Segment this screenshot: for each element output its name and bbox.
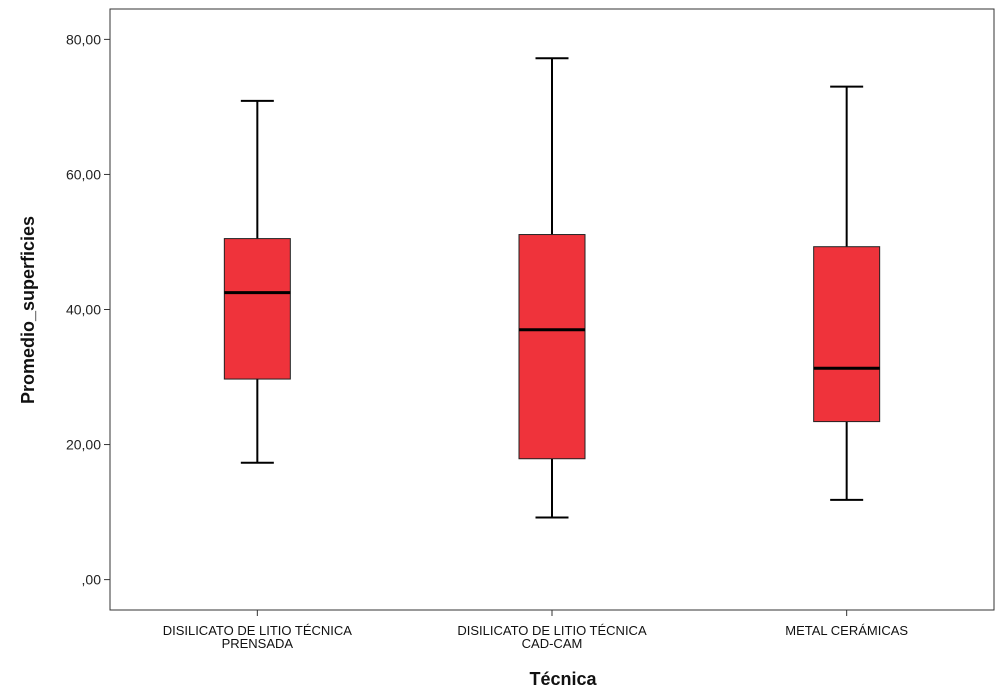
x-tick-label: DISILICATO DE LITIO TÉCNICA	[457, 623, 647, 638]
x-axis-title: Técnica	[529, 669, 597, 687]
iqr-box	[813, 246, 881, 423]
box-item	[223, 99, 291, 464]
iqr-box	[518, 234, 586, 460]
y-tick-label: 80,00	[66, 31, 101, 47]
box-item	[518, 57, 586, 519]
box-series	[223, 57, 881, 519]
y-tick-label: 60,00	[66, 166, 101, 182]
x-tick-label: PRENSADA	[222, 636, 294, 651]
x-tick-label: DISILICATO DE LITIO TÉCNICA	[163, 623, 353, 638]
y-tick-label: 40,00	[66, 302, 101, 318]
y-axis-title: Promedio_superficies	[18, 216, 38, 404]
x-axis-ticks: DISILICATO DE LITIO TÉCNICAPRENSADADISIL…	[163, 610, 908, 651]
x-tick-label: CAD-CAM	[522, 636, 583, 651]
x-tick-label: METAL CERÁMICAS	[785, 623, 908, 638]
iqr-box	[223, 238, 291, 380]
y-tick-label: ,00	[82, 572, 102, 588]
y-axis-ticks: ,00 20,00 40,00 60,00 80,00	[66, 31, 110, 588]
y-tick-label: 20,00	[66, 437, 101, 453]
box-item	[813, 85, 881, 501]
